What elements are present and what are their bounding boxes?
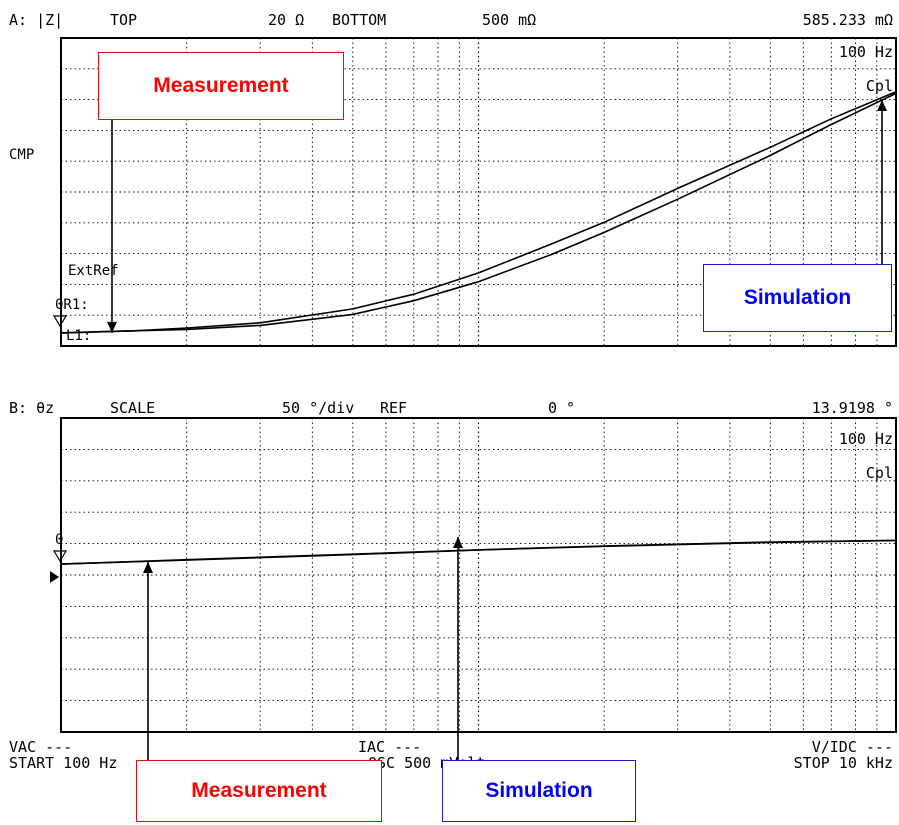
panel-a-traces [60,91,897,334]
panel-a-marker-freq: 100 Hz [838,43,893,61]
panel-a-marker-value: 585.233 mΩ [802,11,893,29]
footer-start: START 100 Hz [9,754,118,772]
panel-a-bottom-value: 500 mΩ [482,11,537,29]
panel-b-scale-label: SCALE [110,399,156,417]
footer-vac: VAC --- [9,738,73,756]
callout-arrows [107,100,887,760]
bottom-simulation-arrow-head-icon [453,537,463,548]
panel-b-trace-label: B: θz [9,399,55,417]
top-simulation-arrow-head-icon [877,100,887,111]
panel-a-l1-label: L1: [66,328,92,344]
footer-stop: STOP 10 kHz [793,754,893,772]
panel-b-marker-freq: 100 Hz [838,430,893,448]
panel-a-top-value: 20 Ω [268,11,305,29]
panel-b-traces [60,539,897,565]
panel-a-frame [60,37,897,347]
top-measurement-arrow-head-icon [107,321,117,333]
panel-a-trace-2 [60,92,897,334]
panel-b-cursor-arrow-icon [50,571,59,583]
footer-iac: IAC --- [358,738,422,756]
panel-a-ref-marker-icon [52,315,68,328]
panel-a-top-label: TOP [110,11,138,29]
panel-a-trace-1 [60,91,897,334]
panel-a-mode: Cpl [865,77,893,95]
top-simulation-callout: Simulation [703,264,892,332]
panel-b-frame [60,417,897,733]
top-measurement-callout: Measurement [98,52,344,120]
panel-b-ref-marker-icon [52,550,68,563]
panel-b-ref-marker-label: 0 [55,532,64,548]
footer-vidc: V/IDC --- [811,738,893,756]
panel-b-marker-value: 13.9198 ° [811,399,893,417]
panel-b-grid [61,418,896,732]
panel-a-cmp-label: CMP [9,147,35,163]
bottom-simulation-callout: Simulation [442,760,636,822]
panel-a-bottom-label: BOTTOM [332,11,387,29]
panel-b-mode: Cpl [865,464,893,482]
panel-b-ref-label: REF [380,399,408,417]
panel-b-trace-2 [60,539,897,565]
panel-b-ref-value: 0 ° [548,399,576,417]
bottom-measurement-arrow-head-icon [143,562,153,573]
panel-a-trace-label: A: |Z| [9,11,64,29]
panel-b-scale-value: 50 °/div [282,399,355,417]
panel-a-extref-label: ExtRef [68,263,119,279]
panel-a-or1-label: 0R1: [55,297,89,313]
bottom-measurement-callout: Measurement [136,760,382,822]
